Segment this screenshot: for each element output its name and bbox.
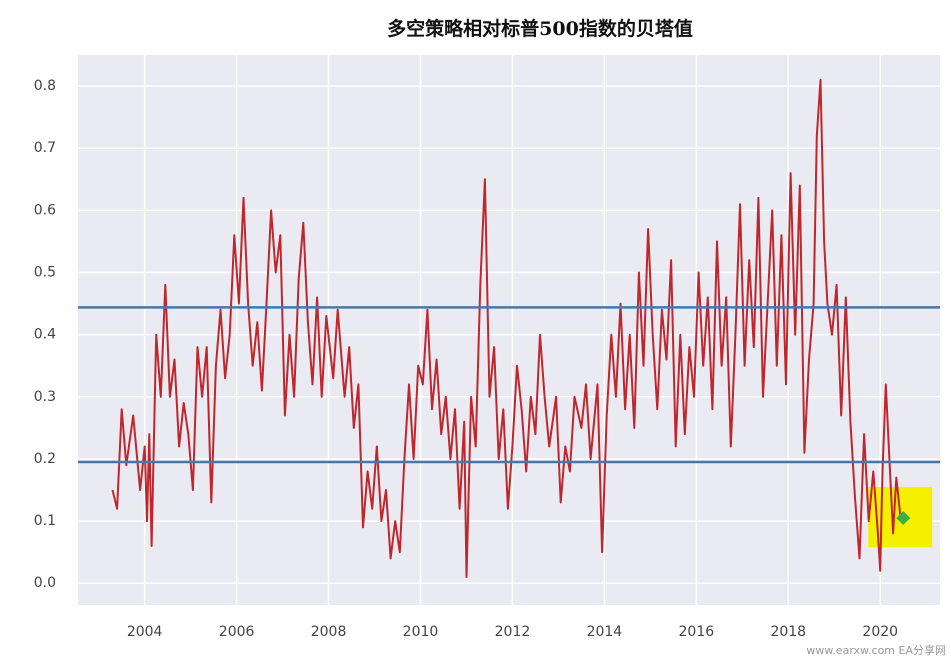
y-tick-label: 0.6 (34, 202, 56, 218)
y-tick-label: 0.2 (34, 451, 56, 467)
x-tick-label: 2008 (311, 624, 347, 640)
y-tick-label: 0.8 (34, 78, 56, 94)
y-tick-label: 0.0 (34, 575, 56, 591)
data-line (111, 78, 902, 578)
chart-title: 多空策略相对标普500指数的贝塔值 (387, 17, 693, 40)
y-tick-label: 0.3 (34, 389, 56, 405)
y-tick-label: 0.5 (34, 265, 56, 281)
watermark: www.earxw.com EA分享网 (806, 643, 946, 657)
x-tick-label: 2016 (679, 624, 715, 640)
marker (896, 510, 911, 525)
x-tick-label: 2012 (495, 624, 531, 640)
x-tick-label: 2014 (587, 624, 623, 640)
x-tick-label: 2010 (403, 624, 439, 640)
y-tick-label: 0.7 (34, 140, 56, 156)
x-tick-label: 2004 (127, 624, 163, 640)
x-tick-label: 2020 (862, 624, 898, 640)
x-tick-label: 2018 (770, 624, 806, 640)
y-tick-label: 0.4 (34, 327, 56, 343)
y-tick-label: 0.1 (34, 513, 56, 529)
x-tick-label: 2006 (219, 624, 255, 640)
